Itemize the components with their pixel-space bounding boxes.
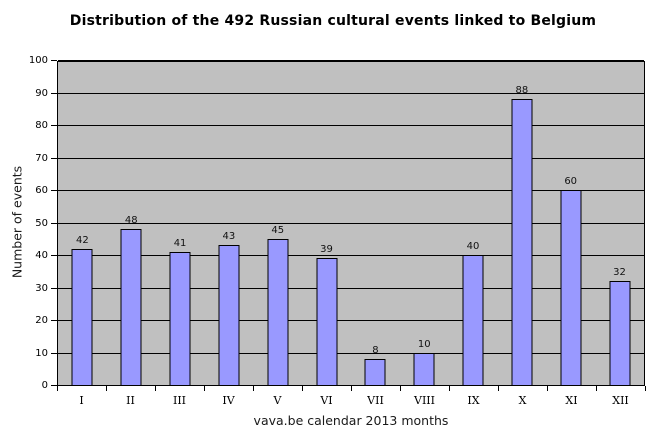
gridline bbox=[58, 60, 644, 61]
x-tick-label-II: II bbox=[126, 394, 135, 407]
x-tick-label-I: I bbox=[79, 394, 84, 407]
bar-VII bbox=[364, 359, 386, 385]
x-tick-label-III: III bbox=[172, 394, 187, 407]
x-axis-tick bbox=[253, 386, 254, 391]
bar-slot: 10 bbox=[400, 62, 449, 385]
x-axis-title: vava.be calendar 2013 months bbox=[253, 413, 449, 428]
bar-XI bbox=[560, 190, 582, 385]
x-axis-tick bbox=[498, 386, 499, 391]
x-axis-tick bbox=[57, 386, 58, 391]
bar-VIII bbox=[413, 352, 435, 385]
bar-slot: 32 bbox=[595, 62, 644, 385]
x-axis-tick bbox=[400, 386, 401, 391]
y-axis-tick bbox=[51, 60, 57, 61]
y-axis-tick bbox=[51, 385, 57, 386]
y-axis-tick bbox=[51, 125, 57, 126]
x-tick-label-X: X bbox=[518, 394, 527, 407]
y-tick-label: 90 bbox=[35, 87, 48, 99]
bar-value-label: 43 bbox=[222, 231, 236, 243]
bar-VI bbox=[316, 258, 338, 385]
bar-value-label: 10 bbox=[417, 338, 431, 350]
x-tick-label-V: V bbox=[273, 394, 282, 407]
gridline-layer bbox=[58, 60, 644, 385]
chart-title: Distribution of the 492 Russian cultural… bbox=[69, 13, 597, 29]
bar-value-label: 8 bbox=[372, 345, 379, 356]
y-tick-label: 60 bbox=[35, 185, 48, 196]
x-tick-label-XII: XII bbox=[612, 394, 629, 407]
bar-value-label: 48 bbox=[124, 215, 138, 226]
bars-layer: 42 48 41 43 45 39 8 10 40 88 60 32 bbox=[58, 62, 644, 385]
y-axis-tick bbox=[51, 157, 57, 159]
y-tick-label: 20 bbox=[35, 315, 48, 326]
bar-X bbox=[511, 99, 533, 385]
y-tick-label: 50 bbox=[35, 217, 48, 229]
y-tick-label: 10 bbox=[35, 347, 48, 359]
bar-slot: 39 bbox=[302, 62, 351, 385]
y-tick-label: 30 bbox=[35, 282, 48, 294]
bar-XII bbox=[609, 281, 631, 385]
gridline bbox=[58, 125, 644, 126]
gridline bbox=[58, 320, 644, 321]
y-tick-label: 80 bbox=[35, 120, 48, 131]
plot-area: 42 48 41 43 45 39 8 10 40 88 60 32 bbox=[57, 60, 645, 386]
bar-slot: 88 bbox=[497, 62, 546, 385]
bar-value-label: 60 bbox=[564, 176, 578, 187]
gridline bbox=[58, 92, 644, 94]
y-axis-tick bbox=[51, 320, 57, 321]
bar-value-label: 42 bbox=[76, 234, 89, 246]
x-axis-tick bbox=[351, 386, 352, 391]
gridline bbox=[58, 287, 644, 289]
y-tick-label: 0 bbox=[41, 380, 48, 391]
bar-value-label: 39 bbox=[320, 244, 333, 256]
y-axis-tick bbox=[51, 352, 57, 354]
x-tick-label-XI: XI bbox=[565, 394, 578, 407]
bar-value-label: 88 bbox=[515, 85, 529, 96]
x-tick-label-IX: IX bbox=[467, 394, 480, 407]
bar-slot: 40 bbox=[449, 62, 498, 385]
x-tick-label-VI: VI bbox=[320, 394, 333, 407]
y-tick-label: 70 bbox=[35, 152, 48, 164]
y-axis-tick bbox=[51, 287, 57, 289]
y-axis-tick bbox=[51, 190, 57, 191]
x-axis-tick bbox=[645, 386, 646, 391]
bar-IX bbox=[462, 255, 484, 385]
x-axis-tick bbox=[155, 386, 156, 391]
bar-slot: 42 bbox=[58, 62, 107, 385]
bar-slot: 45 bbox=[253, 62, 302, 385]
x-axis-tick bbox=[106, 386, 107, 391]
y-axis-tick bbox=[51, 255, 57, 256]
bar-value-label: 40 bbox=[466, 241, 480, 252]
y-tick-label: 100 bbox=[28, 55, 48, 66]
y-axis-tick bbox=[51, 92, 57, 94]
gridline bbox=[58, 222, 644, 224]
gridline bbox=[58, 157, 644, 159]
x-axis-tick bbox=[596, 386, 597, 391]
bar-slot: 8 bbox=[351, 62, 400, 385]
bar-value-label: 45 bbox=[271, 224, 285, 236]
x-axis-tick bbox=[204, 386, 205, 391]
x-axis-tick bbox=[449, 386, 450, 391]
bar-I bbox=[71, 248, 93, 385]
bar-III bbox=[169, 251, 191, 385]
x-axis-tick bbox=[547, 386, 548, 391]
bar-value-label: 41 bbox=[173, 237, 187, 249]
bar-II bbox=[120, 229, 142, 385]
bar-slot: 41 bbox=[156, 62, 205, 385]
gridline bbox=[58, 352, 644, 354]
bar-IV bbox=[218, 245, 240, 385]
bar-slot: 48 bbox=[107, 62, 156, 385]
x-tick-label-VIII: VIII bbox=[414, 394, 435, 407]
x-tick-label-IV: IV bbox=[222, 394, 235, 407]
gridline bbox=[58, 190, 644, 191]
y-axis-tick bbox=[51, 222, 57, 224]
bar-slot: 60 bbox=[546, 62, 595, 385]
x-tick-label-VII: VII bbox=[367, 394, 384, 407]
gridline bbox=[58, 255, 644, 256]
y-tick-label: 40 bbox=[35, 250, 48, 261]
bar-slot: 43 bbox=[204, 62, 253, 385]
x-axis-tick bbox=[302, 386, 303, 391]
bar-value-label: 32 bbox=[613, 267, 626, 278]
bar-V bbox=[267, 238, 289, 385]
